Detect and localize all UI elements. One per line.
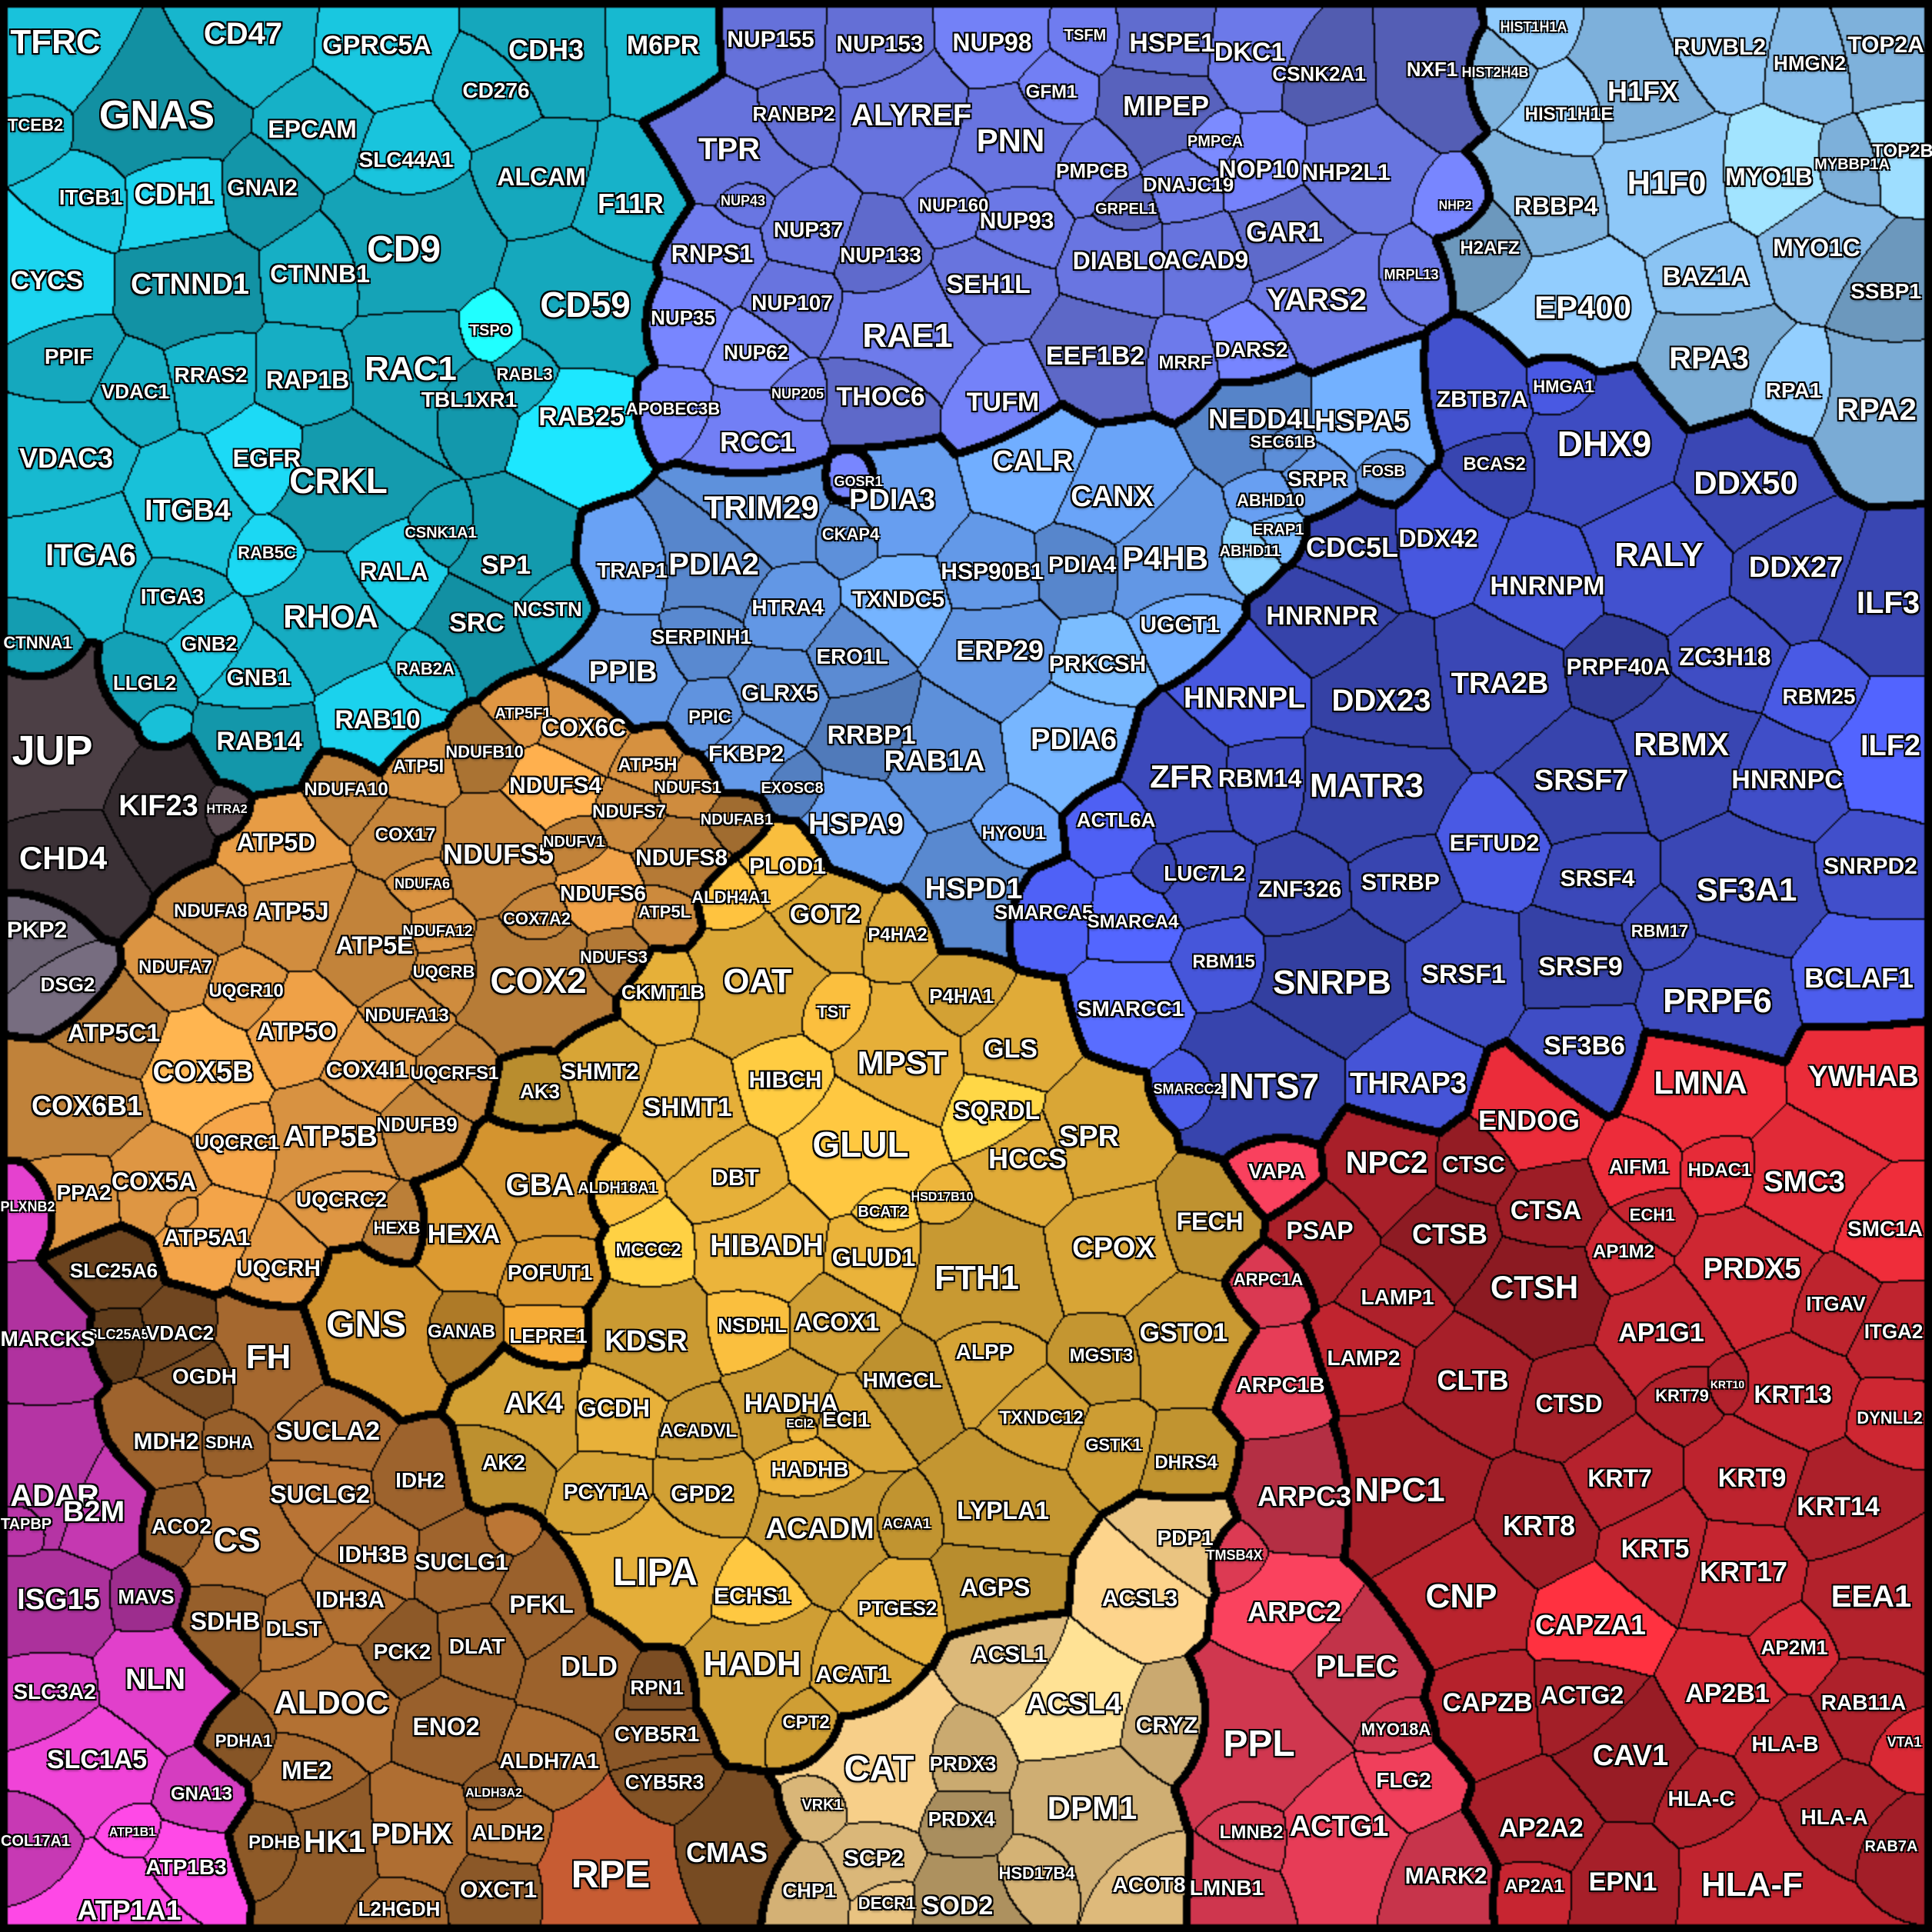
voronoi-treemap: TFRC CD47 GPRC5A CDH3 M6PR GNAS TCEB2 EPCAM CD27… [0,0,1932,1932]
treemap-canvas[interactable] [0,0,1932,1932]
